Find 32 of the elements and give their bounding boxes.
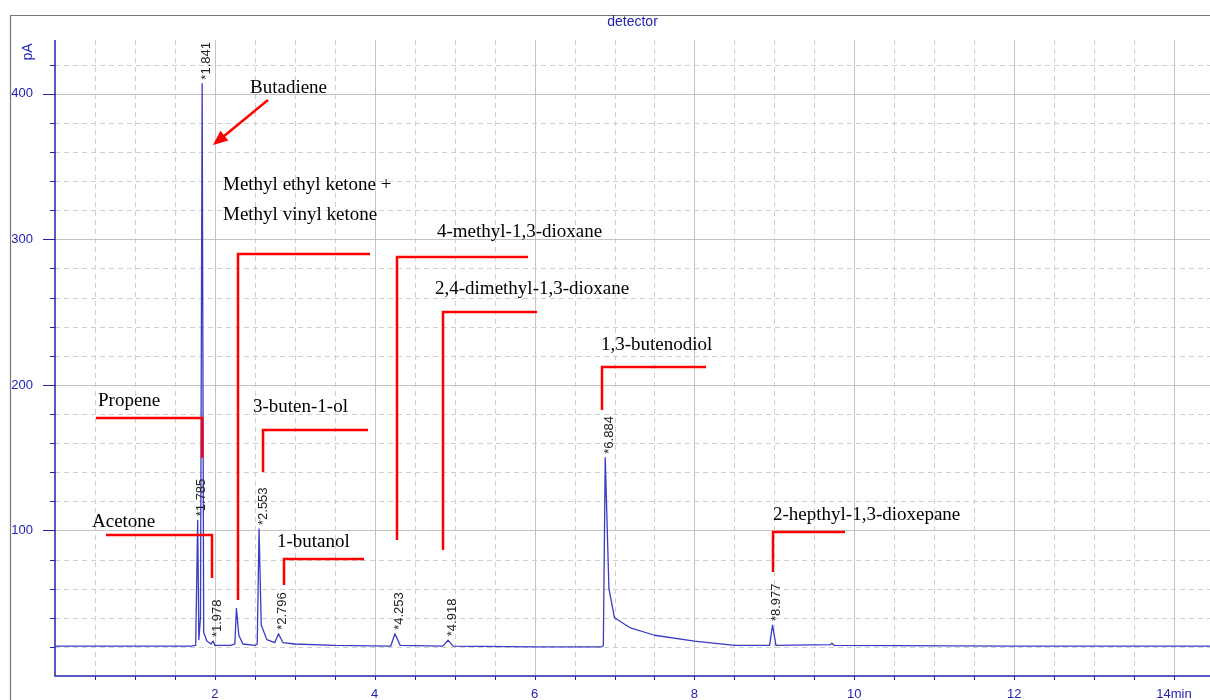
x-tick-label: 8 bbox=[690, 686, 699, 700]
annotation: 1,3-butenodiol bbox=[601, 332, 713, 354]
annotation: Methyl ethyl ketone + Methyl vinyl ketone bbox=[223, 172, 392, 224]
x-tick-label: 14min bbox=[1156, 686, 1192, 700]
x-tick-label: 12 bbox=[1006, 686, 1022, 700]
annotation: 3-buten-1-ol bbox=[253, 394, 348, 416]
annotation: 2,4-dimethyl-1,3-dioxane bbox=[435, 276, 630, 298]
annotation: *2.796 bbox=[274, 592, 290, 630]
annotation: 2-hepthyl-1,3-dioxepane bbox=[773, 502, 961, 524]
annotation: *1.978 bbox=[208, 599, 224, 638]
annotation: *1.841 bbox=[197, 42, 213, 80]
y-axis-title: pA bbox=[18, 42, 35, 61]
annotation: *4.918 bbox=[443, 598, 459, 637]
x-tick-label: 2 bbox=[211, 686, 219, 700]
annotation: Butadiene bbox=[250, 75, 328, 97]
annotation: *2.553 bbox=[254, 487, 270, 526]
annotation: *4.253 bbox=[390, 592, 406, 630]
x-tick-label: 6 bbox=[530, 686, 539, 700]
y-tick-label: 300 bbox=[11, 230, 33, 246]
annotation: 4-methyl-1,3-dioxane bbox=[437, 219, 603, 241]
chart-title: detector bbox=[607, 12, 659, 29]
y-tick-label: 400 bbox=[11, 85, 33, 101]
y-tick-label: 200 bbox=[11, 376, 33, 392]
annotation: 1-butanol bbox=[277, 529, 350, 551]
y-tick-label: 100 bbox=[11, 522, 33, 538]
annotation: *6.884 bbox=[600, 416, 616, 454]
annotation: *8.977 bbox=[768, 583, 784, 622]
annotation: *1.785 bbox=[193, 478, 209, 517]
annotation: Propene bbox=[98, 388, 161, 410]
annotation: Acetone bbox=[92, 509, 156, 531]
x-tick-label: 10 bbox=[847, 686, 862, 700]
x-tick-label: 4 bbox=[371, 686, 379, 700]
